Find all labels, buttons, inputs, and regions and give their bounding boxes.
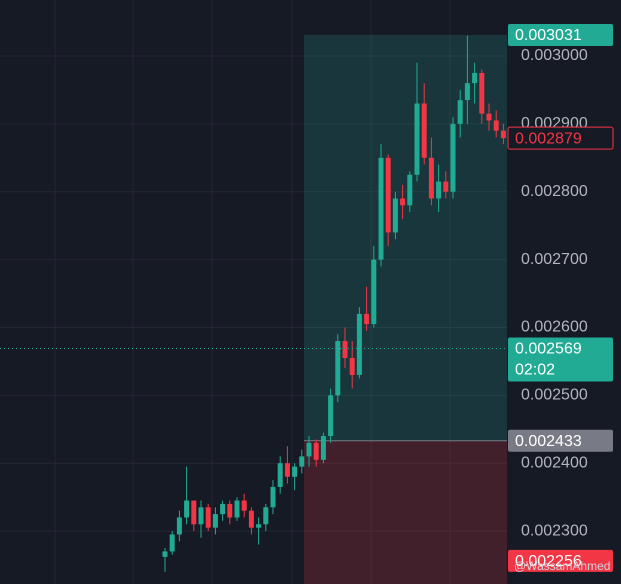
- stop-label: 0.002256: [515, 553, 582, 570]
- candle-body: [349, 358, 355, 375]
- candle-body: [421, 103, 427, 158]
- profit-zone: [304, 34, 507, 441]
- candle-body: [320, 436, 326, 460]
- candle-body: [443, 181, 449, 192]
- candle-body: [162, 551, 168, 557]
- candle-body: [378, 157, 384, 260]
- entry-label: 0.002433: [515, 433, 582, 450]
- candle-body: [385, 157, 391, 233]
- y-tick-label: 0.002700: [521, 251, 588, 268]
- candle-body: [500, 130, 506, 139]
- loss-zone: [304, 440, 507, 584]
- candle-body: [299, 456, 305, 467]
- candle-body: [392, 198, 398, 233]
- target-label-box: [508, 23, 613, 46]
- candle-body: [292, 466, 298, 477]
- y-tick-label: 0.003000: [521, 47, 588, 64]
- y-tick-label: 0.002500: [521, 387, 588, 404]
- candle-body: [472, 72, 478, 84]
- watermark: @WassamAhmed: [514, 559, 610, 573]
- last-price-label: 0.002569: [515, 341, 582, 358]
- price-axis: [507, 0, 621, 584]
- candle-body: [328, 395, 334, 437]
- candle-body: [414, 103, 420, 175]
- y-tick-label: 0.002400: [521, 454, 588, 471]
- entry-label-box: [508, 429, 613, 452]
- candle-body: [371, 259, 377, 325]
- vertical-grid: [54, 0, 451, 584]
- candle-body: [184, 500, 190, 518]
- candle-body: [205, 507, 211, 528]
- candle-body: [450, 123, 456, 192]
- candle-body: [198, 507, 204, 525]
- countdown: 02:02: [515, 362, 555, 379]
- candle-body: [212, 514, 218, 528]
- candle-body: [407, 174, 413, 206]
- candle-body: [277, 463, 283, 487]
- candle-body: [306, 442, 312, 457]
- y-tick-label: 0.002600: [521, 319, 588, 336]
- y-tick-label: 0.002300: [521, 522, 588, 539]
- candle-body: [464, 83, 470, 101]
- candle-body: [342, 341, 348, 359]
- candle-body: [457, 100, 463, 124]
- candle-body: [248, 510, 254, 528]
- candle-body: [169, 534, 175, 552]
- y-tick-label: 0.002800: [521, 183, 588, 200]
- marker-price-label: 0.002879: [515, 130, 582, 147]
- candle-body: [364, 313, 370, 325]
- candle-body: [356, 313, 362, 375]
- last-price-box: [508, 337, 613, 382]
- candle-body: [479, 72, 485, 114]
- candle-body: [270, 486, 276, 508]
- candle-body: [234, 500, 240, 518]
- candle-body: [176, 517, 182, 535]
- candle-body: [428, 157, 434, 199]
- candle-body: [400, 198, 406, 206]
- candle-body: [220, 503, 226, 515]
- candle-body: [256, 524, 262, 528]
- candle-body: [493, 120, 499, 131]
- candle-body: [313, 442, 319, 460]
- candle-body: [227, 503, 233, 518]
- candle-body: [436, 181, 442, 199]
- candle-body: [486, 113, 492, 121]
- candle-body: [263, 507, 269, 525]
- candle-body: [284, 463, 290, 477]
- stop-label-box: [508, 549, 613, 572]
- candle-body: [335, 341, 341, 396]
- candle-body: [241, 500, 247, 511]
- target-label: 0.003031: [515, 27, 582, 44]
- marker-price-label-box: [507, 126, 614, 150]
- candle-body: [191, 500, 197, 525]
